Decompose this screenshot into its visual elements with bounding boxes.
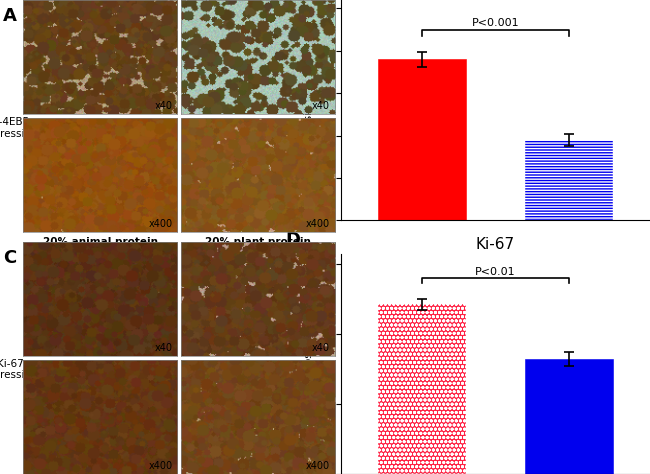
Text: x40: x40: [312, 101, 330, 111]
Text: x400: x400: [149, 219, 173, 229]
Text: C: C: [3, 249, 17, 266]
Text: Ki-67
expression: Ki-67 expression: [0, 359, 38, 380]
Text: x400: x400: [149, 461, 173, 471]
Text: P<0.001: P<0.001: [472, 18, 519, 28]
Title: Ki-67: Ki-67: [476, 237, 515, 252]
Bar: [378, 59, 466, 220]
Text: p-4EBP
expression: p-4EBP expression: [0, 117, 38, 138]
Text: A: A: [3, 7, 17, 25]
X-axis label: 20% animal protein: 20% animal protein: [43, 237, 158, 246]
Y-axis label: % of KI67 positive cells: % of KI67 positive cells: [304, 300, 315, 428]
Y-axis label: % of p 4EBP-1 position area/total area: % of p 4EBP-1 position area/total area: [304, 4, 315, 216]
Text: D: D: [285, 231, 300, 249]
Bar: [378, 304, 466, 474]
Text: x40: x40: [312, 343, 330, 353]
Bar: [525, 358, 613, 474]
Text: x40: x40: [155, 101, 173, 111]
X-axis label: 20% plant protein: 20% plant protein: [205, 237, 311, 246]
Text: P<0.01: P<0.01: [475, 267, 516, 277]
Text: x400: x400: [306, 461, 330, 471]
Text: x400: x400: [306, 219, 330, 229]
Text: x40: x40: [155, 343, 173, 353]
Bar: [525, 140, 613, 220]
